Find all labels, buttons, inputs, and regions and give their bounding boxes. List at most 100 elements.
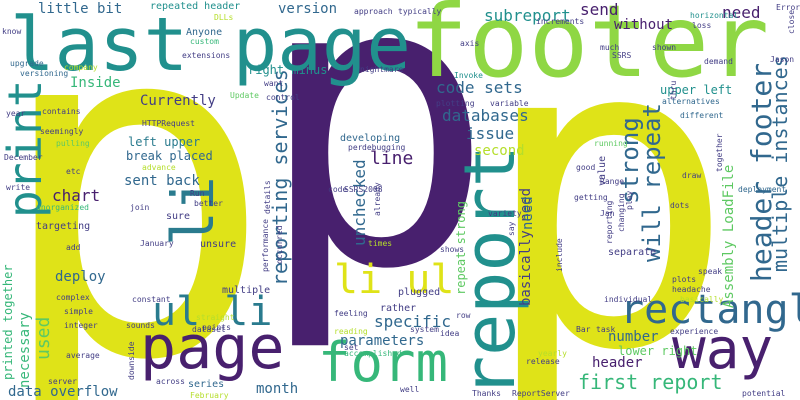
word-subreport: subreport xyxy=(484,6,571,25)
word-left-upper: left upper xyxy=(128,135,201,149)
word-company: company xyxy=(64,63,98,72)
word-release: release xyxy=(526,357,560,366)
word-better: better xyxy=(194,199,223,208)
word-individual: individual xyxy=(604,295,653,304)
word-li-ul: li ul xyxy=(334,257,455,303)
word-error: Error xyxy=(776,3,800,12)
word-different: different xyxy=(680,111,724,120)
word-experience: experience xyxy=(670,327,719,336)
word-plots: plots xyxy=(672,275,697,284)
word-unorganized: unorganized xyxy=(36,203,89,212)
word-plugged: plugged xyxy=(398,287,441,298)
word-add: add xyxy=(66,243,81,252)
word-control: control xyxy=(266,93,300,102)
word-getting: getting xyxy=(574,193,608,202)
word-integer: integer xyxy=(64,321,98,330)
word-well: well xyxy=(400,385,420,394)
word-per: per xyxy=(348,143,363,152)
word-play: play xyxy=(625,190,634,210)
word-version: version xyxy=(278,1,338,17)
word-custom: custom xyxy=(190,37,219,46)
word-contains: contains xyxy=(42,107,81,116)
word-parameters: parameters xyxy=(340,333,425,349)
word-demand: demand xyxy=(704,57,733,66)
word-footer: footer xyxy=(408,0,770,100)
word-across: across xyxy=(156,377,185,386)
word-first-v: include xyxy=(555,238,564,272)
word-number: number xyxy=(608,329,659,345)
word-task: task xyxy=(596,325,616,334)
word-seemingly: seemingly xyxy=(40,127,84,136)
word-versioning: versioning xyxy=(20,69,69,78)
word-currently: Currently xyxy=(140,93,216,109)
word-unsure: unsure xyxy=(200,239,237,250)
word-rather: rather xyxy=(380,303,417,314)
word-second: second xyxy=(474,143,525,159)
word-constant: constant xyxy=(132,295,171,304)
word-close: close xyxy=(787,9,796,34)
word-invoke: Invoke xyxy=(454,71,483,80)
word-print: print xyxy=(0,79,52,218)
word-unchecked: unchecked xyxy=(350,159,369,246)
word-assembly-loadfile: Assembly LoadFile xyxy=(721,164,737,308)
word-write: write xyxy=(6,183,31,192)
word-server: server xyxy=(48,377,77,386)
word-developing: developing xyxy=(340,133,401,144)
word-already: already xyxy=(373,182,382,216)
word-downside: downside xyxy=(127,341,136,380)
word-want: want xyxy=(264,79,284,88)
word-first-report: first report xyxy=(578,370,723,394)
word-ul-li: ul li xyxy=(152,289,273,335)
word-need: need xyxy=(722,3,761,22)
word-draw: draw xyxy=(682,171,702,180)
word-thru: thru xyxy=(669,80,678,100)
word-httprequest: HTTPRequest xyxy=(142,119,195,128)
word-variety: variety xyxy=(488,209,522,218)
word-necessary: necessary xyxy=(17,312,33,388)
word-deploy: deploy xyxy=(55,269,106,285)
word-chart: chart xyxy=(52,186,101,205)
word-will-repeat: will repeat xyxy=(638,103,666,262)
word-p-mid: p xyxy=(255,0,496,357)
word-system: system xyxy=(410,325,439,334)
word-accomplished: accomplished xyxy=(344,349,402,358)
word-horizontal: horizontal xyxy=(690,11,739,20)
word-extensions: extensions xyxy=(182,51,231,60)
word-yearly: yearly xyxy=(538,349,567,358)
word-simple: simple xyxy=(64,307,93,316)
word-join: join xyxy=(130,203,150,212)
word-reporting: reporting xyxy=(605,200,614,244)
word-times: times xyxy=(368,239,393,248)
word-running: running xyxy=(594,139,628,148)
word-reportserver: ReportServer xyxy=(512,389,570,398)
word-say: say xyxy=(507,221,516,236)
word-shown: shown xyxy=(652,43,677,52)
word-february: February xyxy=(190,391,229,400)
word-basically: basically xyxy=(680,295,724,304)
word-ssrs2008: SSRS2008 xyxy=(344,185,383,194)
word-deployment: deployment xyxy=(738,185,787,194)
word-little-bit: little bit xyxy=(38,1,123,17)
word-series: series xyxy=(188,379,225,390)
word-ssrs: SSRS xyxy=(612,51,632,60)
word-bar: Bar xyxy=(576,325,591,334)
word-complex: complex xyxy=(56,293,90,302)
word-need-v: need xyxy=(520,196,536,230)
word-axis: axis xyxy=(460,39,480,48)
word-header: header xyxy=(592,355,643,371)
word-pulling: pulling xyxy=(56,139,90,148)
word-code: code xyxy=(328,185,348,194)
word-feeling: feeling xyxy=(334,309,368,318)
word-alternatives: alternatives xyxy=(662,97,720,106)
word-databases: databases xyxy=(442,106,529,125)
word-sounds: sounds xyxy=(126,321,155,330)
word-december: December xyxy=(4,153,43,162)
word-send: send xyxy=(580,0,619,19)
word-advance: advance xyxy=(142,163,176,172)
word-row: row xyxy=(456,311,471,320)
word-straight: straight xyxy=(196,313,235,322)
word-jason: Jason xyxy=(770,55,795,64)
word-variable: variable xyxy=(490,99,529,108)
word-p-right: p xyxy=(478,0,737,400)
